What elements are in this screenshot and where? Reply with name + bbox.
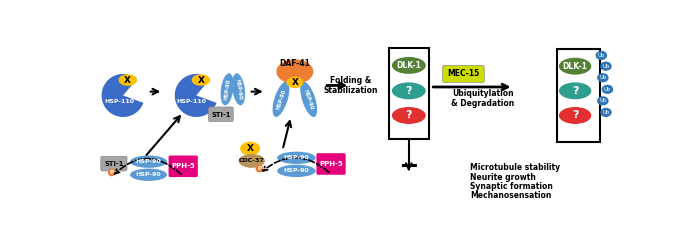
Text: HSP-90: HSP-90 [284,155,310,160]
FancyBboxPatch shape [316,153,346,175]
Text: Synaptic formation: Synaptic formation [471,182,553,191]
Ellipse shape [600,108,611,117]
Text: HSP-90: HSP-90 [276,88,287,110]
Ellipse shape [597,96,609,106]
Text: Ub: Ub [598,53,605,58]
Ellipse shape [119,74,137,86]
Text: HSP-90: HSP-90 [284,168,310,173]
Text: HSP-90: HSP-90 [303,88,314,110]
Ellipse shape [287,76,303,88]
Text: X: X [124,76,131,84]
Text: STI-1: STI-1 [211,112,230,118]
Text: Ub: Ub [602,110,609,115]
Ellipse shape [221,73,234,105]
FancyArrowPatch shape [115,158,181,174]
Text: HSP-110: HSP-110 [177,99,207,104]
Ellipse shape [602,85,613,94]
Text: CDC-37: CDC-37 [239,158,264,164]
Text: Ubiquitylation
& Degradation: Ubiquitylation & Degradation [451,89,514,108]
Ellipse shape [276,59,313,84]
FancyBboxPatch shape [209,107,233,122]
Text: MEC-15: MEC-15 [448,70,480,78]
Ellipse shape [559,58,591,75]
Text: HSP-90: HSP-90 [136,159,162,164]
Ellipse shape [192,74,210,86]
Text: Microtubule stability: Microtubule stability [471,163,561,172]
Ellipse shape [277,165,316,177]
Ellipse shape [392,57,425,74]
Ellipse shape [559,82,591,99]
Ellipse shape [595,51,607,60]
Ellipse shape [559,107,591,124]
FancyArrowPatch shape [263,158,329,172]
Ellipse shape [600,62,611,71]
Ellipse shape [273,82,289,117]
Text: X: X [246,144,254,153]
Text: HSP-90: HSP-90 [235,78,243,100]
Text: DLK-1: DLK-1 [396,61,421,70]
Text: DAF-41: DAF-41 [280,60,310,68]
Ellipse shape [130,156,167,168]
Text: HSP-110: HSP-110 [104,99,134,104]
Text: STI-1: STI-1 [104,161,124,167]
Ellipse shape [277,152,316,164]
Ellipse shape [240,142,260,156]
Text: Folding &
Stabilization: Folding & Stabilization [323,76,378,95]
Text: X: X [197,76,205,84]
Text: ?: ? [405,110,412,120]
Ellipse shape [130,168,167,181]
Text: HSP-90: HSP-90 [136,172,162,177]
Text: ?: ? [572,110,578,120]
Text: HSP-90: HSP-90 [223,78,231,100]
Text: Mechanosensation: Mechanosensation [471,191,552,200]
Bar [389,48,429,139]
Text: ?: ? [405,86,412,96]
Text: PPH-5: PPH-5 [171,163,195,169]
Text: Neurite growth: Neurite growth [471,172,536,182]
Ellipse shape [255,165,263,172]
Text: Ub: Ub [604,87,611,92]
Ellipse shape [108,168,115,176]
Wedge shape [101,74,144,117]
Text: Ub: Ub [602,64,609,69]
Ellipse shape [301,82,317,117]
Text: PPH-5: PPH-5 [319,161,343,167]
Text: P: P [257,166,262,171]
Ellipse shape [392,107,425,124]
Ellipse shape [232,73,245,105]
Ellipse shape [597,73,609,82]
Text: Ub: Ub [599,98,607,103]
Ellipse shape [392,82,425,99]
Wedge shape [175,74,217,117]
FancyBboxPatch shape [443,66,484,82]
Bar [557,49,600,142]
Text: P: P [110,170,114,175]
FancyBboxPatch shape [101,156,127,171]
FancyBboxPatch shape [169,156,198,177]
Text: X: X [291,78,298,87]
Text: ?: ? [572,86,578,96]
Ellipse shape [239,154,265,168]
Text: DLK-1: DLK-1 [563,62,588,71]
Text: Ub: Ub [599,75,607,80]
